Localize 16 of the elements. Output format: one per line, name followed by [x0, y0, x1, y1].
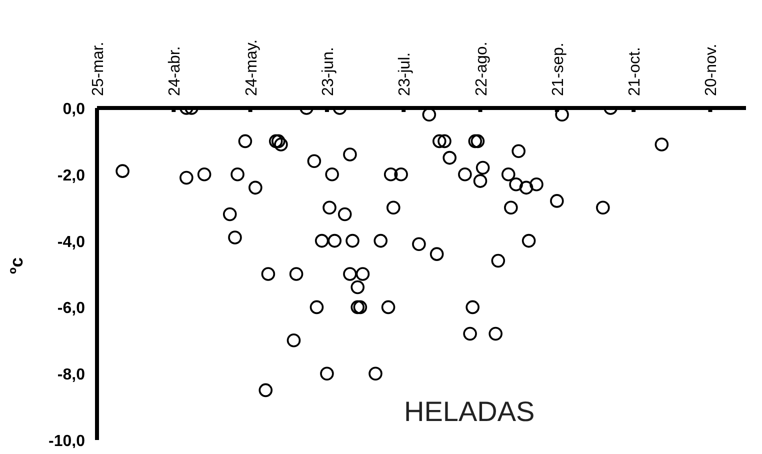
annotation: HELADAS [404, 396, 535, 428]
x-tick-label: 21-sep. [550, 42, 567, 96]
y-tick-label: -2,0 [57, 167, 86, 184]
x-tick-label: 23-jul. [396, 52, 414, 96]
x-tick-label: 22-ago. [473, 42, 490, 96]
x-tick-label: 24-abr. [166, 46, 184, 96]
y-axis-title: ºc [6, 257, 26, 274]
x-tick-label: 25-mar. [90, 42, 107, 96]
y-tick-label: -4,0 [57, 234, 86, 251]
y-tick-label: -8,0 [57, 366, 86, 384]
x-tick-label: 24-may. [243, 39, 260, 96]
x-tick-label: 23-jun. [320, 47, 337, 96]
y-tick-label: -6,0 [57, 300, 86, 318]
y-tick-label: 0,0 [62, 101, 86, 118]
x-tick-label: 20-nov. [703, 44, 720, 96]
x-tick-label: 21-oct. [626, 47, 644, 96]
